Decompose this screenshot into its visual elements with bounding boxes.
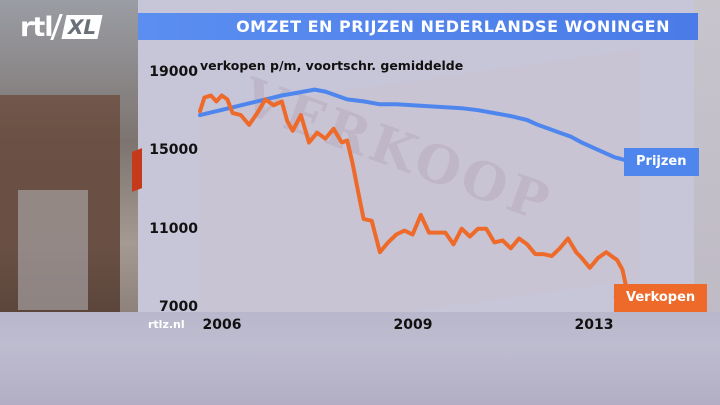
x-tick-label: 2009 <box>393 317 433 333</box>
title-bar: OMZET EN PRIJZEN NEDERLANDSE WONINGEN <box>138 13 698 40</box>
chart-title: OMZET EN PRIJZEN NEDERLANDSE WONINGEN <box>236 17 670 36</box>
series-line-verkopen <box>198 93 630 298</box>
x-tick-label: 2006 <box>202 317 242 333</box>
panel-bottom <box>0 312 720 405</box>
x-tick-label: 2013 <box>574 317 614 333</box>
logo-rtl-text: rtl <box>20 11 53 43</box>
legend-prijzen: Prijzen <box>624 148 699 176</box>
series-line-prijzen <box>198 87 628 163</box>
bottom-shadow <box>0 345 720 405</box>
chart-subtitle: verkopen p/m, voortschr. gemiddelde <box>200 58 464 73</box>
y-tick-label: 7000 <box>159 299 198 315</box>
channel-logo: rtl XL <box>20 10 104 44</box>
watermark-url: rtlz.nl <box>148 318 185 331</box>
legend-verkopen: Verkopen <box>614 284 708 312</box>
background-window <box>18 190 88 310</box>
y-tick-label: 11000 <box>149 221 198 237</box>
y-tick-label: 19000 <box>149 64 198 80</box>
y-tick-label: 15000 <box>149 142 198 158</box>
